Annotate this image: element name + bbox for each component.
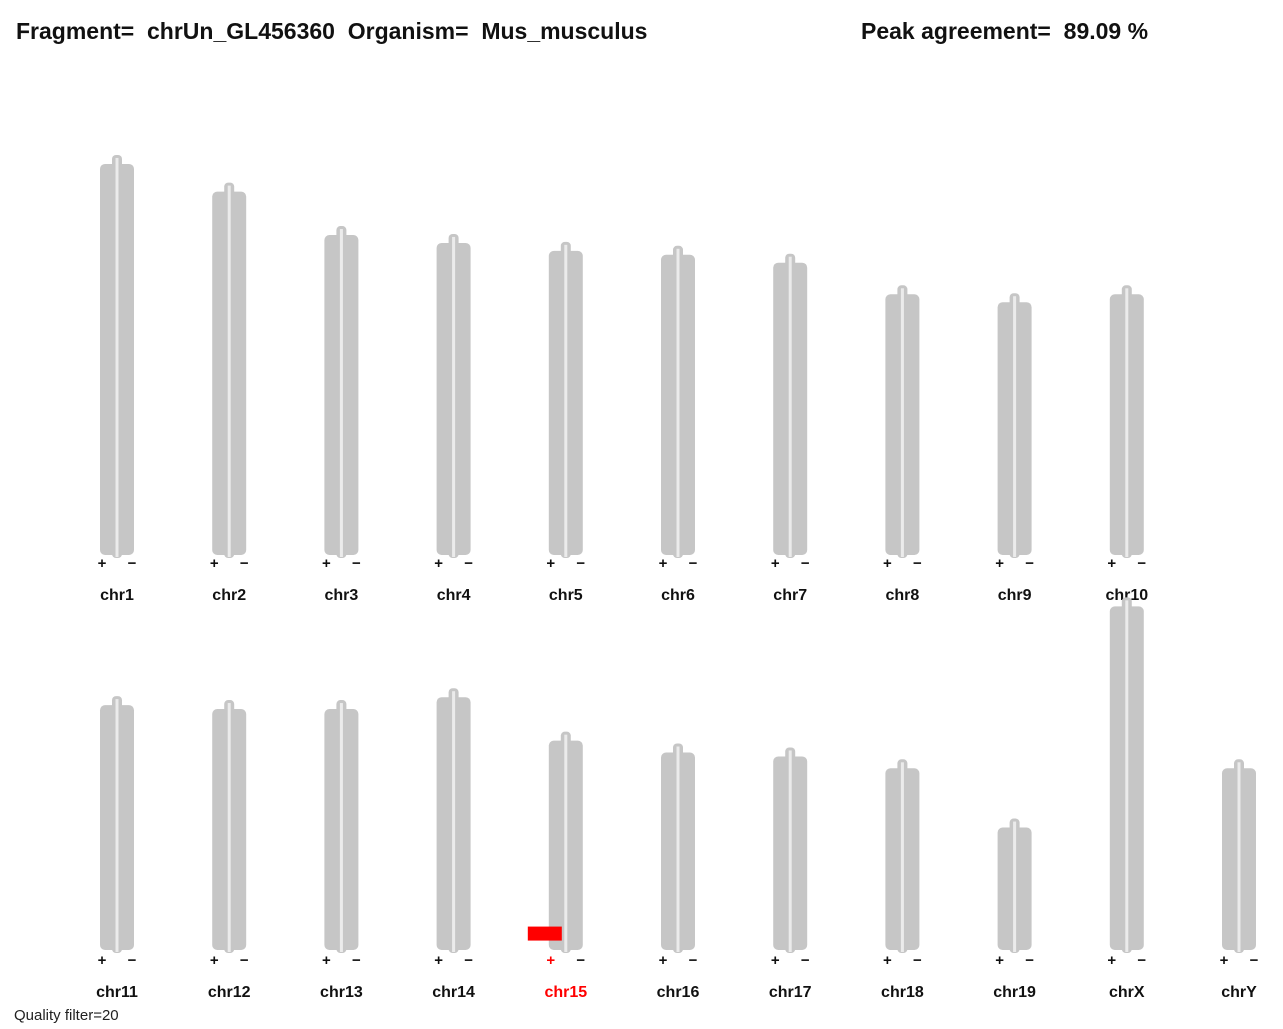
chromosome-label-chr8: chr8	[886, 587, 920, 604]
strand-plus-chr2: +	[210, 555, 219, 572]
chromosome-centerline-chr14	[452, 691, 456, 952]
chromosome-centerline-chr11	[115, 699, 119, 952]
chromosome-label-chr15: chr15	[544, 984, 587, 1001]
strand-plus-chr8: +	[883, 555, 892, 572]
chromosome-centerline-chr1	[115, 157, 119, 557]
chromosome-centerline-chr16	[676, 746, 680, 952]
strand-minus-chr10: −	[1137, 555, 1146, 572]
chromosome-centerline-chr12	[227, 703, 231, 952]
strand-minus-chr6: −	[689, 555, 698, 572]
strand-minus-chr5: −	[576, 555, 585, 572]
strand-plus-chr7: +	[771, 555, 780, 572]
chromosome-centerline-chrY	[1237, 762, 1241, 952]
chromosome-label-chr4: chr4	[437, 587, 471, 604]
strand-plus-chr1: +	[98, 555, 107, 572]
strand-minus-chr14: −	[464, 952, 473, 969]
strand-minus-chr19: −	[1025, 952, 1034, 969]
strand-plus-chr3: +	[322, 555, 331, 572]
chromosome-label-chr14: chr14	[432, 984, 475, 1001]
strand-minus-chr4: −	[464, 555, 473, 572]
strand-plus-chr17: +	[771, 952, 780, 969]
strand-plus-chr9: +	[995, 555, 1004, 572]
organism-value: Mus_musculus	[481, 18, 648, 44]
strand-minus-chr12: −	[240, 952, 249, 969]
chromosome-centerline-chr9	[1013, 296, 1017, 557]
strand-minus-chrY: −	[1250, 952, 1259, 969]
chromosome-centerline-chr3	[339, 229, 343, 558]
chromosome-centerline-chr15	[564, 734, 568, 952]
strand-plus-chr4: +	[434, 555, 443, 572]
strand-plus-chr14: +	[434, 952, 443, 969]
chromosome-label-chr11: chr11	[96, 984, 138, 1001]
strand-plus-chr6: +	[659, 555, 668, 572]
fragment-label: Fragment=	[16, 18, 135, 44]
peak-agreement-value: 89.09 %	[1063, 18, 1149, 44]
chromosome-centerline-chr19	[1013, 821, 1017, 952]
strand-minus-chr13: −	[352, 952, 361, 969]
chromosome-centerline-chr7	[788, 256, 792, 557]
chromosome-label-chr19: chr19	[993, 984, 1036, 1001]
chromosome-centerline-chr4	[452, 236, 456, 557]
chromosome-label-chr5: chr5	[549, 587, 583, 604]
strand-minus-chr1: −	[128, 555, 137, 572]
chromosome-centerline-chr2	[227, 185, 231, 557]
chromosome-label-chr3: chr3	[325, 587, 359, 604]
chromosome-label-chr16: chr16	[657, 984, 700, 1001]
strand-minus-chr7: −	[801, 555, 810, 572]
fragment-value: chrUn_GL456360	[147, 18, 335, 44]
strand-minus-chr18: −	[913, 952, 922, 969]
chromosome-centerline-chr10	[1125, 288, 1129, 557]
strand-minus-chr15: −	[576, 952, 585, 969]
chromosome-label-chr17: chr17	[769, 984, 812, 1001]
strand-minus-chr16: −	[689, 952, 698, 969]
strand-plus-chr15: +	[546, 952, 555, 969]
strand-plus-chr10: +	[1107, 555, 1116, 572]
strand-plus-chr19: +	[995, 952, 1004, 969]
strand-plus-chr16: +	[659, 952, 668, 969]
chromosome-centerline-chr17	[788, 750, 792, 952]
strand-minus-chr17: −	[801, 952, 810, 969]
strand-plus-chr13: +	[322, 952, 331, 969]
strand-minus-chrX: −	[1137, 952, 1146, 969]
fragment-organism-title: Fragment= chrUn_GL456360 Organism= Mus_m…	[16, 18, 647, 45]
strand-minus-chr8: −	[913, 555, 922, 572]
peak-marker-chr15	[527, 926, 562, 941]
quality-filter-label: Quality filter=20	[14, 1007, 119, 1024]
chromosome-centerline-chr6	[676, 248, 680, 558]
strand-plus-chr11: +	[98, 952, 107, 969]
chromosome-label-chr12: chr12	[208, 984, 251, 1001]
chromosome-label-chrY: chrY	[1221, 984, 1257, 1001]
organism-label: Organism=	[347, 18, 469, 44]
strand-plus-chrY: +	[1220, 952, 1229, 969]
chromosome-label-chr6: chr6	[661, 587, 695, 604]
strand-minus-chr9: −	[1025, 555, 1034, 572]
chart-header: Fragment= chrUn_GL456360 Organism= Mus_m…	[16, 18, 1266, 52]
strand-plus-chr5: +	[546, 555, 555, 572]
chromosome-centerline-chr5	[564, 244, 568, 557]
strand-minus-chr11: −	[128, 952, 137, 969]
strand-minus-chr3: −	[352, 555, 361, 572]
chromosome-label-chr9: chr9	[998, 587, 1032, 604]
chromosome-centerline-chr18	[900, 762, 904, 952]
strand-plus-chrX: +	[1107, 952, 1116, 969]
chromosome-label-chr18: chr18	[881, 984, 924, 1001]
chromosome-label-chr7: chr7	[773, 587, 807, 604]
chromosome-centerline-chr13	[339, 703, 343, 952]
chromosome-label-chr10: chr10	[1105, 587, 1148, 604]
chromosome-label-chr13: chr13	[320, 984, 363, 1001]
peak-agreement-label: Peak agreement=	[861, 18, 1051, 44]
chromosome-centerline-chrX	[1125, 600, 1129, 952]
strand-plus-chr18: +	[883, 952, 892, 969]
chromosome-label-chr2: chr2	[212, 587, 246, 604]
strand-minus-chr2: −	[240, 555, 249, 572]
chromosome-label-chr1: chr1	[100, 587, 134, 604]
chromosome-label-chrX: chrX	[1109, 984, 1145, 1001]
chromosome-centerline-chr8	[900, 288, 904, 557]
peak-agreement-title: Peak agreement= 89.09 %	[861, 18, 1148, 45]
strand-plus-chr12: +	[210, 952, 219, 969]
